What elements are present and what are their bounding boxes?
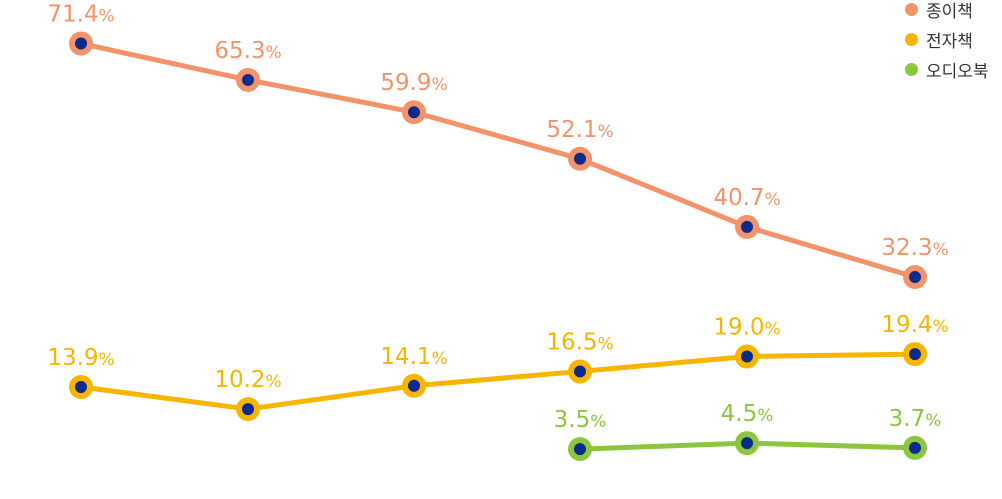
data-label-unit: % [598, 122, 614, 142]
legend-dot-ebook [905, 32, 918, 46]
legend-label-ebook: 전자책 [926, 31, 973, 52]
data-point-core-audiobook-3 [574, 443, 586, 456]
data-label-unit: % [757, 406, 773, 426]
legend-item-audiobook: 오디오북 [905, 54, 1002, 84]
data-label-audiobook-4: 4.5% [721, 401, 774, 427]
data-label-ebook-5: 19.4% [881, 312, 948, 338]
data-label-unit: % [266, 372, 282, 392]
data-label-unit: % [925, 411, 941, 431]
legend-label-audiobook: 오디오북 [926, 61, 989, 82]
data-point-core-ebook-2 [408, 379, 420, 392]
data-label-unit: % [432, 75, 448, 95]
data-label-value: 16.5 [546, 329, 597, 355]
data-point-core-ebook-4 [741, 350, 753, 363]
data-label-value: 14.1 [380, 344, 431, 370]
data-point-core-paper-0 [75, 37, 87, 50]
data-label-value: 59.9 [380, 70, 431, 96]
series-line-ebook [80, 351, 916, 412]
legend-label-paper: 종이책 [926, 1, 973, 22]
data-label-unit: % [99, 7, 115, 27]
data-label-value: 52.1 [546, 117, 597, 143]
data-label-value: 3.7 [889, 406, 926, 432]
legend: 종이책 전자책 오디오북 [905, 0, 1002, 84]
data-point-core-audiobook-4 [741, 437, 753, 450]
data-point-core-paper-2 [408, 106, 420, 119]
data-point-core-ebook-5 [909, 348, 921, 361]
data-label-value: 3.5 [554, 407, 591, 433]
data-label-paper-5: 32.3% [881, 235, 948, 261]
data-label-ebook-4: 19.0% [713, 315, 780, 341]
data-point-core-paper-1 [242, 73, 254, 86]
data-label-audiobook-5: 3.7% [889, 406, 942, 432]
data-label-value: 40.7 [713, 185, 764, 211]
legend-dot-audiobook [905, 62, 918, 76]
data-label-unit: % [933, 317, 949, 337]
data-label-value: 71.4 [47, 2, 98, 28]
data-point-core-paper-4 [741, 220, 753, 233]
legend-item-ebook: 전자책 [905, 24, 1002, 54]
data-label-ebook-0: 13.9% [47, 345, 114, 371]
data-point-core-audiobook-5 [909, 441, 921, 454]
data-label-ebook-3: 16.5% [546, 329, 613, 355]
legend-item-paper: 종이책 [905, 0, 1002, 24]
data-label-unit: % [598, 334, 614, 354]
data-label-paper-4: 40.7% [713, 185, 780, 211]
data-label-value: 4.5 [721, 401, 758, 427]
data-label-audiobook-3: 3.5% [554, 407, 607, 433]
legend-dot-paper [905, 2, 918, 16]
data-label-paper-3: 52.1% [546, 117, 613, 143]
data-label-value: 19.4 [881, 312, 932, 338]
data-label-value: 13.9 [47, 345, 98, 371]
data-point-core-ebook-3 [574, 365, 586, 378]
data-point-core-paper-3 [574, 152, 586, 165]
data-label-unit: % [590, 412, 606, 432]
data-point-core-ebook-1 [242, 403, 254, 416]
data-point-core-paper-5 [909, 271, 921, 284]
data-label-value: 32.3 [881, 235, 932, 261]
data-label-unit: % [99, 350, 115, 370]
data-label-value: 19.0 [713, 315, 764, 341]
data-point-core-ebook-0 [75, 380, 87, 393]
data-label-value: 10.2 [214, 367, 265, 393]
data-label-unit: % [933, 240, 949, 260]
data-label-ebook-2: 14.1% [380, 344, 447, 370]
data-label-unit: % [266, 43, 282, 63]
data-label-paper-0: 71.4% [47, 2, 114, 28]
series-line-paper [80, 41, 916, 280]
data-label-ebook-1: 10.2% [214, 367, 281, 393]
data-label-paper-2: 59.9% [380, 70, 447, 96]
data-label-unit: % [765, 320, 781, 340]
data-label-unit: % [765, 190, 781, 210]
data-label-paper-1: 65.3% [214, 38, 281, 64]
data-label-value: 65.3 [214, 38, 265, 64]
data-label-unit: % [432, 349, 448, 369]
